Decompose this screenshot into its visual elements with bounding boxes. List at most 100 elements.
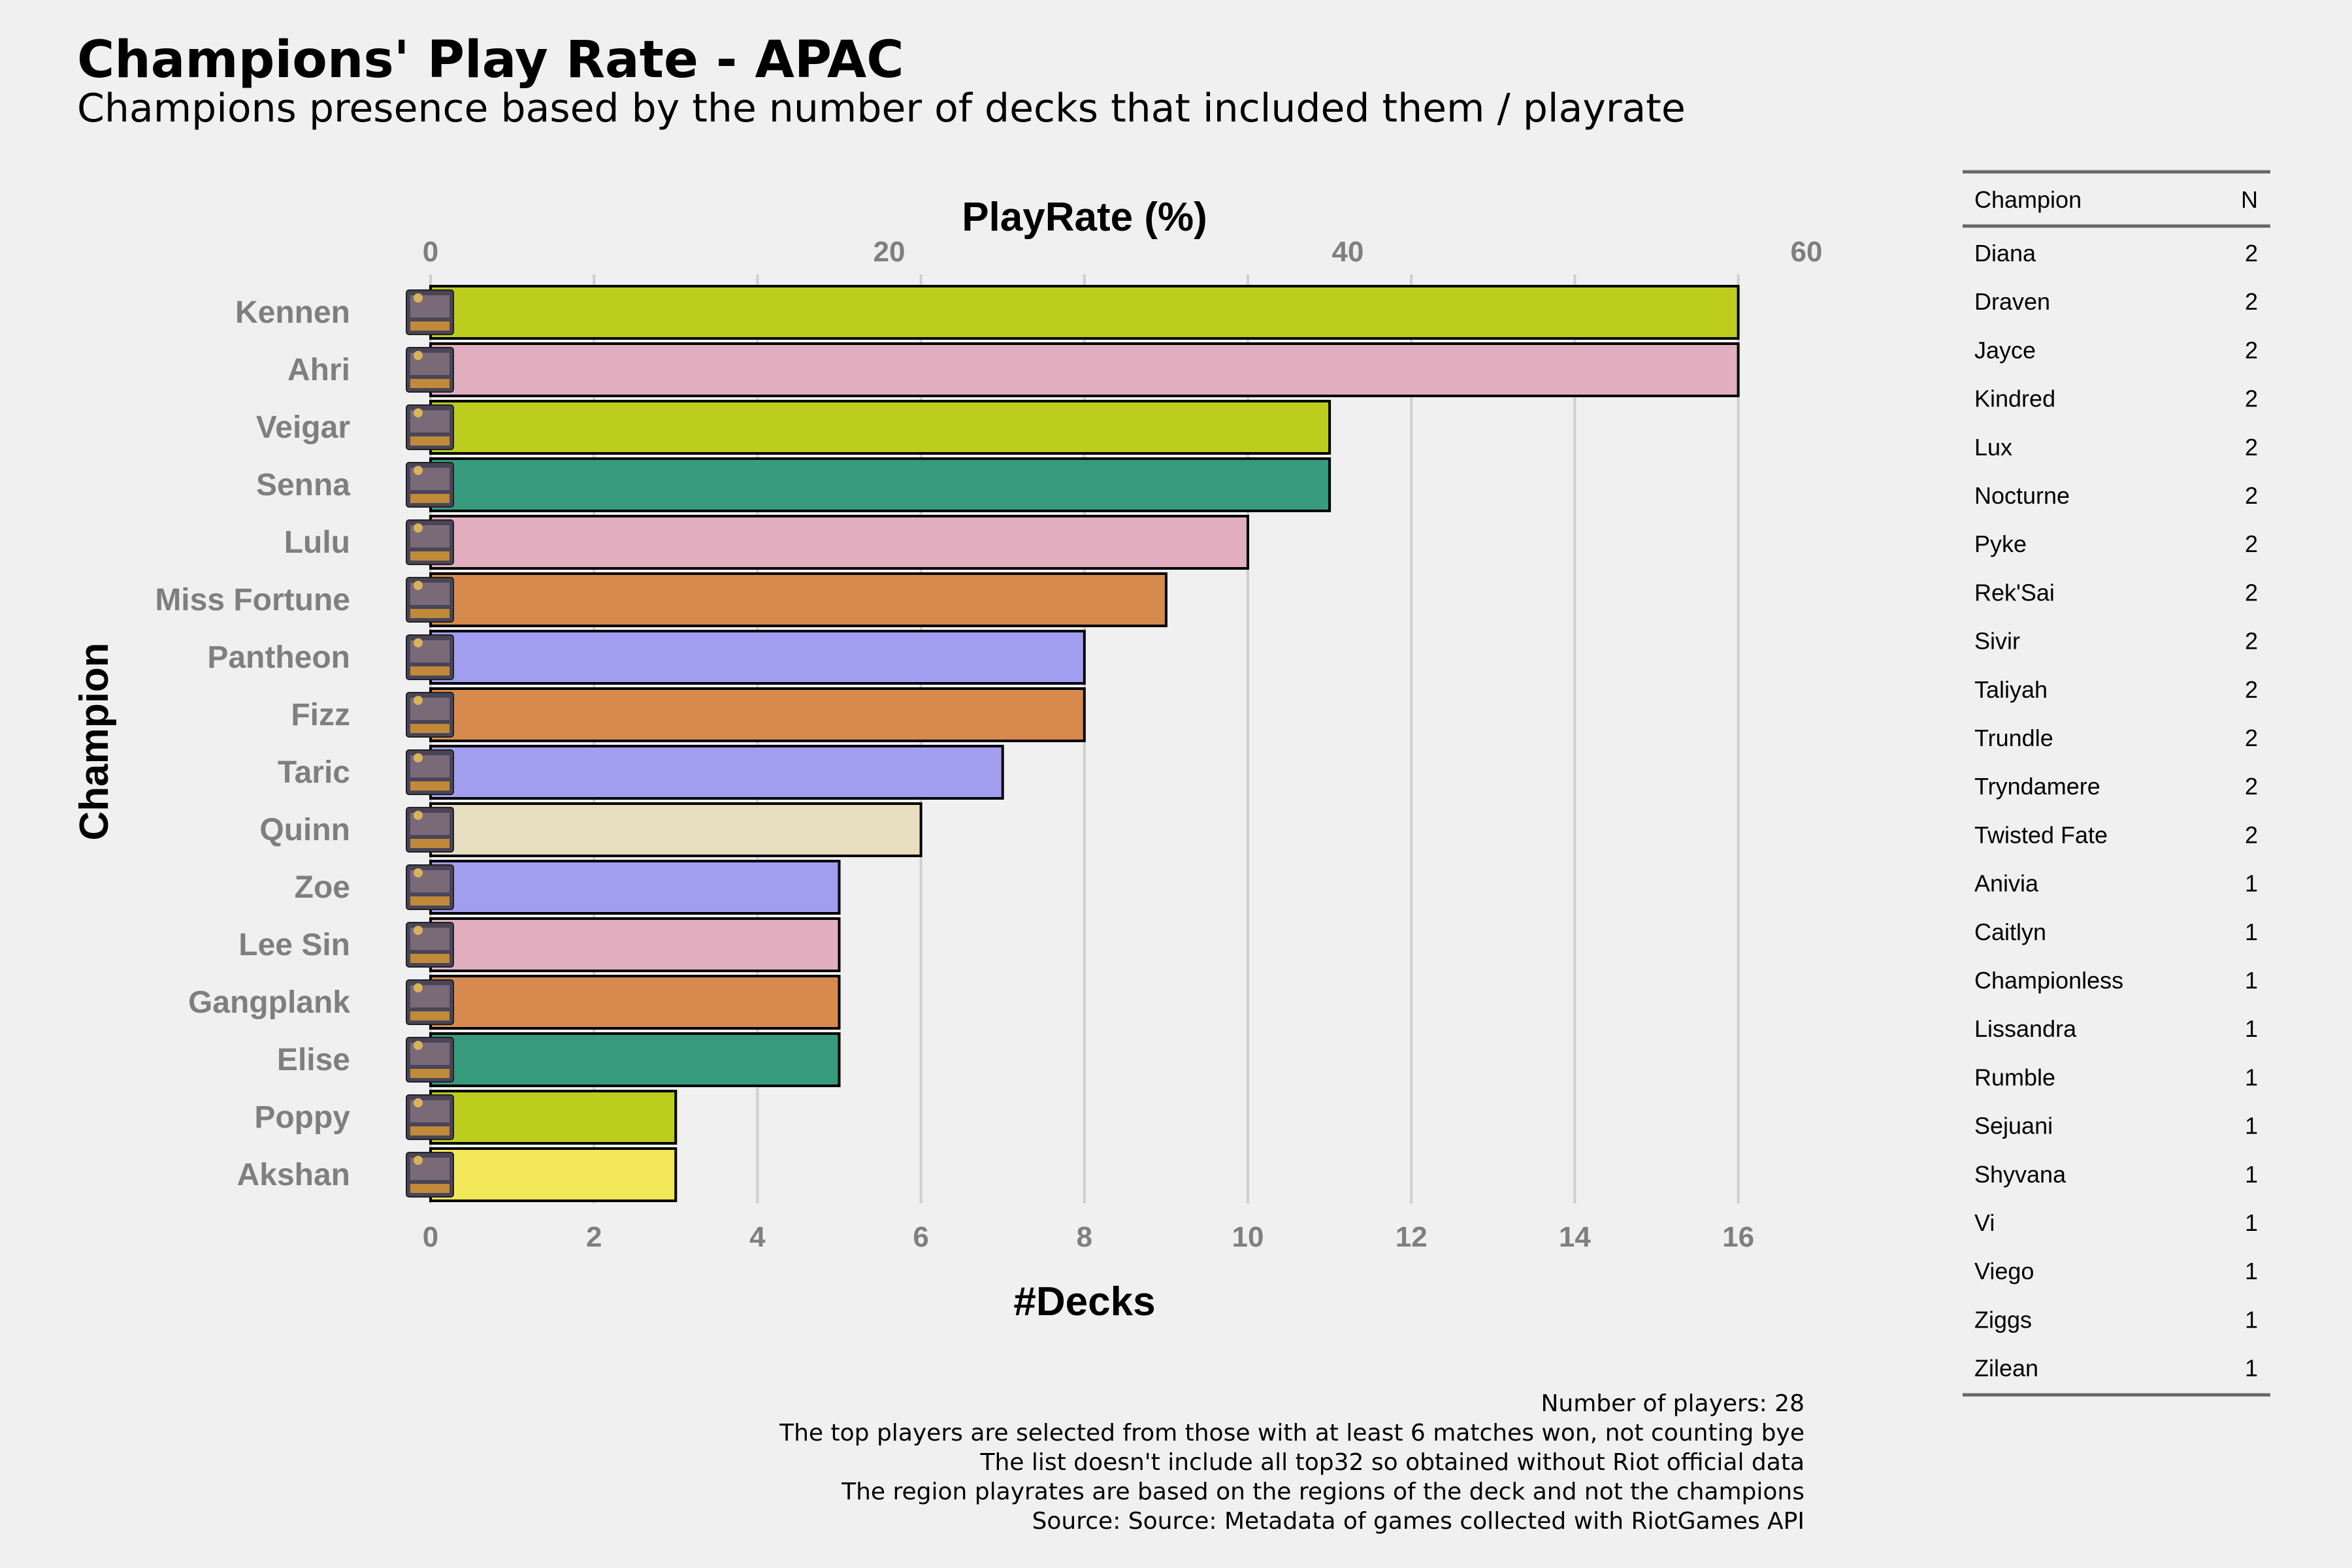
table-cell-champion: Zilean xyxy=(1974,1355,2038,1382)
chart-subtitle: Champions presence based by the number o… xyxy=(77,86,1686,131)
champion-card-icon xyxy=(406,462,454,508)
x2-axis-title: PlayRate (%) xyxy=(962,195,1207,240)
category-label: Lulu xyxy=(284,525,350,560)
champion-card-icon xyxy=(406,979,454,1025)
category-label: Fizz xyxy=(291,698,350,732)
bar xyxy=(429,917,841,972)
table-cell-champion: Caitlyn xyxy=(1974,919,2046,945)
champion-card-icon xyxy=(406,807,454,853)
table-cell-n: 1 xyxy=(2245,919,2258,945)
bar xyxy=(429,285,1740,340)
champion-card-icon xyxy=(406,519,454,565)
table-cell-n: 2 xyxy=(2245,385,2258,412)
x2-tick-label: 0 xyxy=(423,236,438,268)
table-cell-n: 1 xyxy=(2245,870,2258,897)
y-axis-title: Champion xyxy=(72,642,117,840)
bar xyxy=(429,975,841,1030)
bar xyxy=(429,802,923,857)
bar xyxy=(429,457,1331,512)
champion-icons xyxy=(406,289,454,1198)
table-cell-n: 1 xyxy=(2245,1015,2258,1042)
bar xyxy=(429,860,841,915)
table-cell-champion: Vi xyxy=(1974,1209,1995,1236)
table-cell-champion: Trundle xyxy=(1974,725,2053,751)
category-label: Quinn xyxy=(259,813,350,847)
table-cell-champion: Kindred xyxy=(1974,385,2055,412)
table-cell-n: 1 xyxy=(2245,1161,2258,1188)
table-cell-n: 2 xyxy=(2245,725,2258,751)
table-cell-champion: Ziggs xyxy=(1974,1306,2032,1333)
table-cell-champion: Rek'Sai xyxy=(1974,579,2055,606)
table-cell-n: 2 xyxy=(2245,288,2258,315)
category-label: Zoe xyxy=(295,870,350,905)
champion-card-icon xyxy=(406,692,454,738)
caption-line: The region playrates are based on the re… xyxy=(841,1478,1805,1505)
table-cell-n: 1 xyxy=(2245,1113,2258,1139)
bar xyxy=(429,1032,841,1087)
category-label: Lee Sin xyxy=(238,928,350,962)
bar xyxy=(429,342,1740,397)
table-cell-champion: Taliyah xyxy=(1974,676,2048,703)
category-label: Gangplank xyxy=(188,985,350,1020)
category-label: Ahri xyxy=(287,353,350,387)
x2-tick-label: 40 xyxy=(1332,236,1364,268)
table-cell-champion: Rumble xyxy=(1974,1064,2055,1090)
caption-line: The top players are selected from those … xyxy=(779,1420,1805,1446)
chart-title: Champions' Play Rate - APAC xyxy=(77,31,904,90)
bar xyxy=(429,630,1086,685)
table-cell-champion: Draven xyxy=(1974,288,2050,315)
table-cell-n: 2 xyxy=(2245,531,2258,557)
table-cell-champion: Viego xyxy=(1974,1258,2034,1284)
table-cell-champion: Tryndamere xyxy=(1974,773,2100,800)
table-cell-champion: Twisted Fate xyxy=(1974,821,2108,848)
x2-tick-label: 20 xyxy=(874,236,906,268)
bar xyxy=(429,400,1331,455)
category-label: Veigar xyxy=(256,410,350,445)
category-label: Taric xyxy=(278,755,350,790)
table-cell-n: 1 xyxy=(2245,1355,2258,1382)
table-cell-n: 2 xyxy=(2245,434,2258,461)
table-cell-n: 2 xyxy=(2245,628,2258,655)
x-tick-label: 16 xyxy=(1722,1221,1754,1253)
champion-card-icon xyxy=(406,749,454,795)
champion-card-icon xyxy=(406,404,454,450)
table-cell-n: 2 xyxy=(2245,336,2258,363)
table-cell-champion: Sivir xyxy=(1974,628,2020,655)
table-cell-champion: Jayce xyxy=(1974,336,2036,363)
table-cell-champion: Lux xyxy=(1974,434,2012,461)
table-cell-n: 1 xyxy=(2245,1306,2258,1333)
table-cell-n: 2 xyxy=(2245,579,2258,606)
side-table: Champion N Diana 2 Draven 2 Jayce 2 Kindred 2 Lux 2… xyxy=(1963,170,2270,1397)
x2-tick-labels: 0 20 40 60 xyxy=(423,236,1823,268)
bar xyxy=(429,572,1168,627)
category-label: Elise xyxy=(277,1043,350,1077)
champion-card-icon xyxy=(406,347,454,393)
table-cell-n: 2 xyxy=(2245,676,2258,703)
caption-line: The list doesn't include all top32 so ob… xyxy=(979,1449,1805,1476)
table-cell-n: 1 xyxy=(2245,967,2258,994)
champion-card-icon xyxy=(406,1037,454,1083)
category-label: Akshan xyxy=(237,1158,350,1192)
table-cell-champion: Lissandra xyxy=(1974,1015,2077,1042)
champion-card-icon xyxy=(406,864,454,910)
x-tick-label: 0 xyxy=(423,1221,438,1253)
table-cell-n: 2 xyxy=(2245,821,2258,848)
bar xyxy=(429,745,1004,800)
x-tick-label: 12 xyxy=(1396,1221,1428,1253)
table-cell-champion: Anivia xyxy=(1974,870,2039,897)
champion-card-icon xyxy=(406,634,454,680)
bar xyxy=(429,1090,678,1145)
caption: Number of players: 28 The top players are… xyxy=(779,1390,1805,1535)
category-label: Kennen xyxy=(235,295,350,330)
x-tick-labels: 0 2 4 6 8 10 12 14 16 xyxy=(423,1221,1754,1253)
x-axis-title: #Decks xyxy=(1013,1279,1155,1324)
bar xyxy=(429,1147,678,1202)
x-tick-label: 6 xyxy=(913,1221,928,1253)
x-tick-label: 4 xyxy=(749,1221,766,1253)
category-labels: Kennen Ahri Veigar Senna Lulu Miss Fortune Pan… xyxy=(155,295,350,1192)
x-tick-label: 8 xyxy=(1077,1221,1092,1253)
table-cell-champion: Sejuani xyxy=(1974,1113,2053,1139)
category-label: Poppy xyxy=(254,1100,350,1135)
category-label: Miss Fortune xyxy=(155,583,350,617)
